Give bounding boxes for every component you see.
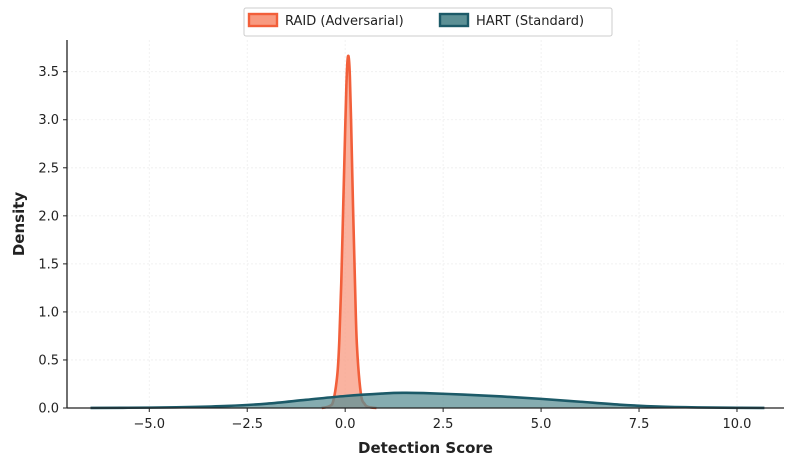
y-tick-label-5: 2.5	[38, 161, 59, 176]
legend: RAID (Adversarial) HART (Standard)	[243, 7, 613, 37]
legend-swatch-raid	[247, 12, 279, 28]
legend-label-hart: HART (Standard)	[476, 14, 584, 29]
y-tick-label-3: 1.5	[38, 257, 59, 272]
y-axis-title: Density	[10, 192, 28, 257]
y-tick-label-2: 1.0	[38, 305, 59, 320]
x-tick-label-5: 7.5	[629, 417, 650, 432]
grid	[67, 40, 784, 409]
y-tick-label-4: 2.0	[38, 209, 59, 224]
density-areas	[90, 54, 765, 410]
x-tick-label-0: −5.0	[133, 417, 165, 432]
y-ticks: 0.0 0.5 1.0 1.5 2.0 2.5 3.0 3.5	[38, 65, 67, 417]
x-tick-label-1: −2.5	[231, 417, 263, 432]
x-tick-label-4: 5.0	[531, 417, 552, 432]
density-line-raid	[321, 54, 377, 410]
legend-box	[243, 7, 613, 37]
y-tick-label-7: 3.5	[38, 65, 59, 80]
density-line-hart	[90, 391, 765, 410]
legend-swatch-hart	[438, 12, 470, 28]
legend-label-raid: RAID (Adversarial)	[285, 14, 404, 29]
x-tick-label-3: 2.5	[433, 417, 454, 432]
x-ticks: −5.0 −2.5 0.0 2.5 5.0 7.5 10.0	[133, 408, 751, 432]
y-tick-label-1: 0.5	[38, 353, 59, 368]
x-tick-label-6: 10.0	[723, 417, 752, 432]
y-tick-label-6: 3.0	[38, 113, 59, 128]
y-tick-label-0: 0.0	[38, 402, 59, 417]
density-area-raid	[321, 55, 377, 409]
axes	[66, 40, 784, 409]
x-axis-title: Detection Score	[358, 439, 493, 457]
x-tick-label-2: 0.0	[335, 417, 356, 432]
